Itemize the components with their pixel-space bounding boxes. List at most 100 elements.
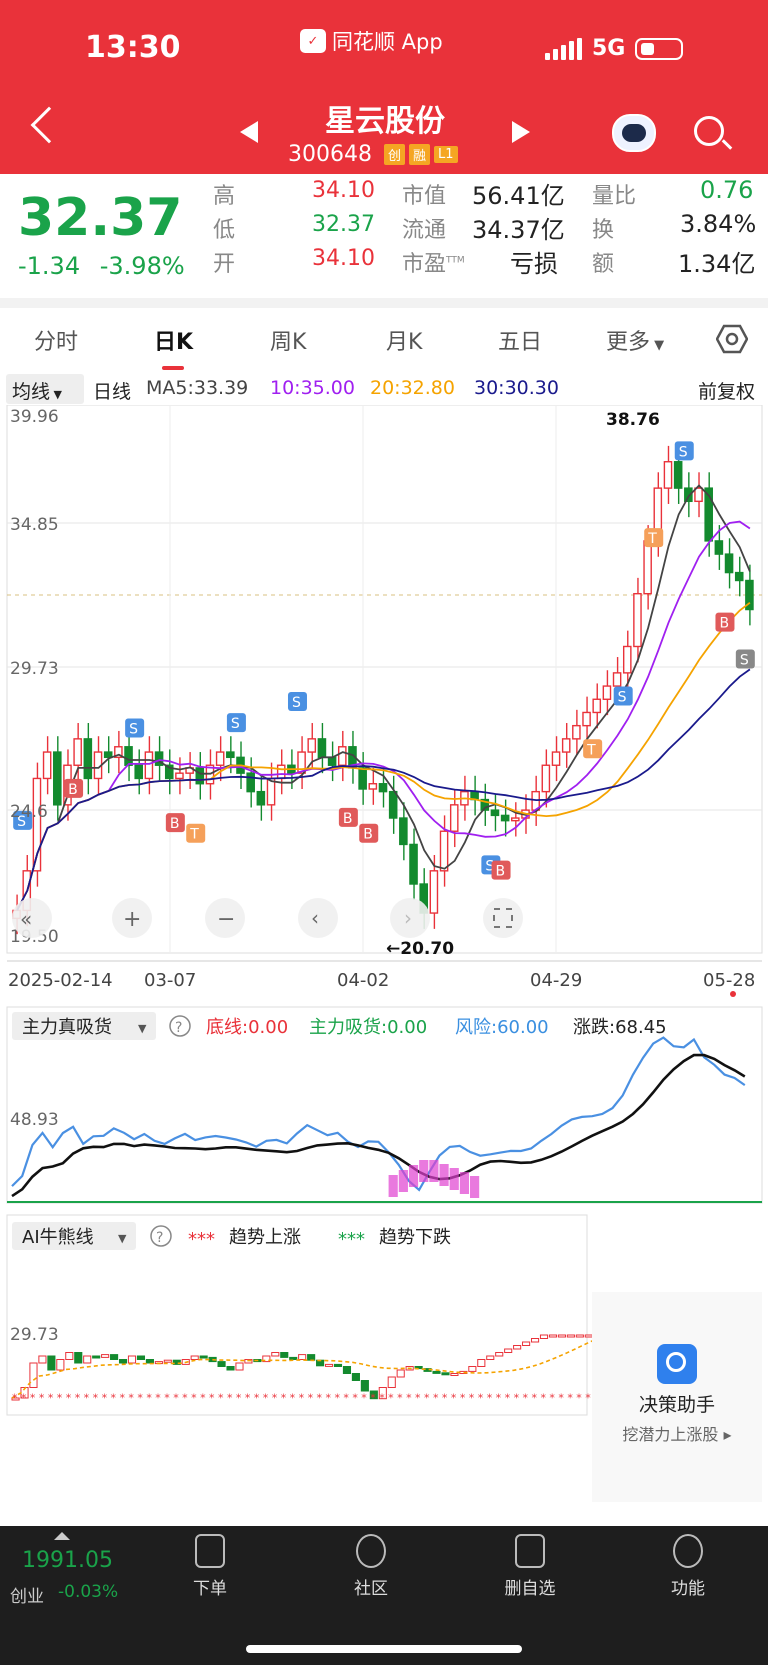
ma10-label: 10:35.00 — [270, 377, 355, 399]
y-tick-2: 34.85 — [10, 515, 59, 535]
home-indicator[interactable] — [246, 1645, 522, 1653]
remove-watchlist-button[interactable]: 删自选 — [495, 1534, 565, 1599]
marker-badge — [674, 441, 694, 461]
settings-hex-icon[interactable] — [716, 324, 748, 354]
sub2-trend-dot: * — [460, 1392, 466, 1405]
next-stock-icon[interactable] — [512, 121, 530, 143]
candle-body — [694, 487, 703, 503]
fast-back-icon[interactable] — [12, 898, 52, 938]
chevron-down-icon: ▼ — [650, 338, 665, 353]
candle-body — [633, 592, 642, 648]
sub2-trend-dot: * — [218, 1392, 224, 1405]
adjust-label[interactable]: 前复权 — [698, 381, 756, 403]
sub2-candle — [190, 1355, 199, 1360]
sub2-trend-dot: * — [272, 1392, 278, 1405]
candle-body — [266, 777, 276, 806]
sub2-candle — [235, 1362, 244, 1371]
chevron-down-icon: ▼ — [118, 1232, 127, 1245]
tab-intraday[interactable]: 分时 — [34, 330, 79, 355]
indicator-selector[interactable]: 均线 ▼ — [6, 374, 84, 404]
candle-body — [572, 724, 581, 740]
index-value[interactable]: 1991.05 — [22, 1548, 113, 1573]
battery-icon — [635, 37, 684, 60]
back-icon[interactable] — [30, 106, 68, 144]
sub2-candle — [47, 1355, 56, 1371]
sub2-trend-dot: * — [388, 1392, 394, 1405]
pe-value: 亏损 — [510, 250, 558, 278]
sub2-candle — [396, 1369, 405, 1378]
tab-monthly-k[interactable]: 月K — [386, 330, 423, 355]
candle-body — [114, 746, 123, 759]
marker-text: B — [719, 616, 729, 632]
period-label: 日线 — [93, 381, 132, 403]
sub2-up: 趋势上涨 — [229, 1227, 301, 1248]
scroll-left-icon[interactable] — [298, 898, 338, 938]
sub2-trend-dot: * — [424, 1392, 430, 1405]
fullscreen-glyph — [493, 908, 513, 928]
sub2-selector[interactable] — [12, 1222, 136, 1250]
sub1-absorb-bar — [388, 1175, 398, 1197]
sub1-absorb: 主力吸货:0.00 — [309, 1017, 427, 1038]
tag-chuang: 创 — [383, 144, 405, 165]
sub2-candle — [127, 1355, 137, 1364]
sub2-candle — [110, 1354, 119, 1360]
help-icon[interactable] — [169, 1015, 191, 1037]
zoom-out-icon[interactable] — [205, 898, 245, 938]
marker-badge — [613, 686, 633, 706]
candle-body — [307, 738, 317, 753]
decision-assistant[interactable]: 决策助手 挖潜力上涨股 ▸ — [592, 1292, 762, 1502]
marker-text: T — [189, 827, 199, 843]
chart-grid — [6, 405, 763, 1416]
order-button[interactable]: 下单 — [175, 1534, 245, 1599]
sub2-candle — [101, 1354, 110, 1358]
sub2-name: AI牛熊线 — [22, 1227, 94, 1248]
sub2-candle — [432, 1370, 441, 1374]
marker-badge — [715, 612, 735, 632]
zoom-in-icon[interactable] — [112, 898, 152, 938]
help-icon[interactable] — [150, 1225, 172, 1247]
tab-more[interactable]: 更多 ▼ — [606, 324, 664, 356]
sub1-selector[interactable] — [12, 1012, 156, 1040]
robot-assistant-icon[interactable] — [612, 114, 656, 152]
function-button[interactable]: 功能 — [653, 1534, 723, 1599]
marker-text: S — [740, 653, 749, 669]
candle-body — [42, 751, 52, 780]
sub2-trend-dot: * — [128, 1392, 134, 1405]
prev-stock-icon[interactable] — [240, 121, 258, 143]
community-button[interactable]: 社区 — [336, 1534, 406, 1599]
candle-body — [53, 751, 62, 806]
candle-body — [388, 790, 398, 819]
high-label: 高 — [213, 184, 236, 209]
sub2-candle — [289, 1356, 298, 1361]
sub2-candle — [522, 1341, 531, 1346]
help-glyph: ? — [175, 1020, 182, 1036]
candle-body — [745, 579, 754, 611]
high-value: 34.10 — [312, 178, 375, 203]
tab-daily-k[interactable]: 日K — [154, 330, 194, 355]
moving-averages — [16, 484, 751, 911]
tab-weekly-k[interactable]: 周K — [270, 330, 307, 355]
tab-five-day[interactable]: 五日 — [498, 330, 543, 355]
mcap-label: 市值 — [402, 184, 447, 209]
assistant-subtitle: 挖潜力上涨股 ▸ — [622, 1425, 732, 1444]
scroll-right-icon[interactable] — [390, 898, 430, 938]
sub2-candle — [539, 1334, 549, 1339]
sub1-blue-line — [11, 1036, 746, 1192]
sub2-trend-dot: * — [227, 1392, 233, 1405]
candle-body — [409, 843, 418, 885]
ma-legend: 均线 ▼ 日线 MA5:33.39 10:35.00 20:32.80 30:3… — [0, 374, 768, 408]
amt-label: 额 — [592, 252, 615, 277]
search-icon[interactable] — [694, 116, 724, 146]
sub2-trend-dot: * — [281, 1392, 287, 1405]
sub2-candle — [83, 1355, 92, 1364]
sub2-trend-dot: * — [21, 1392, 27, 1405]
stock-code: 300648 — [288, 142, 372, 167]
last-price: 32.37 — [18, 188, 183, 248]
ma-line-10 — [16, 520, 751, 911]
fullscreen-icon[interactable] — [483, 898, 523, 938]
x-tick-4: 04-29 — [530, 970, 582, 991]
sub2-candle — [226, 1366, 235, 1371]
period-tabs: 分时 日K 周K 月K 五日 更多 ▼ — [0, 308, 768, 370]
sub2-candle — [530, 1338, 540, 1343]
